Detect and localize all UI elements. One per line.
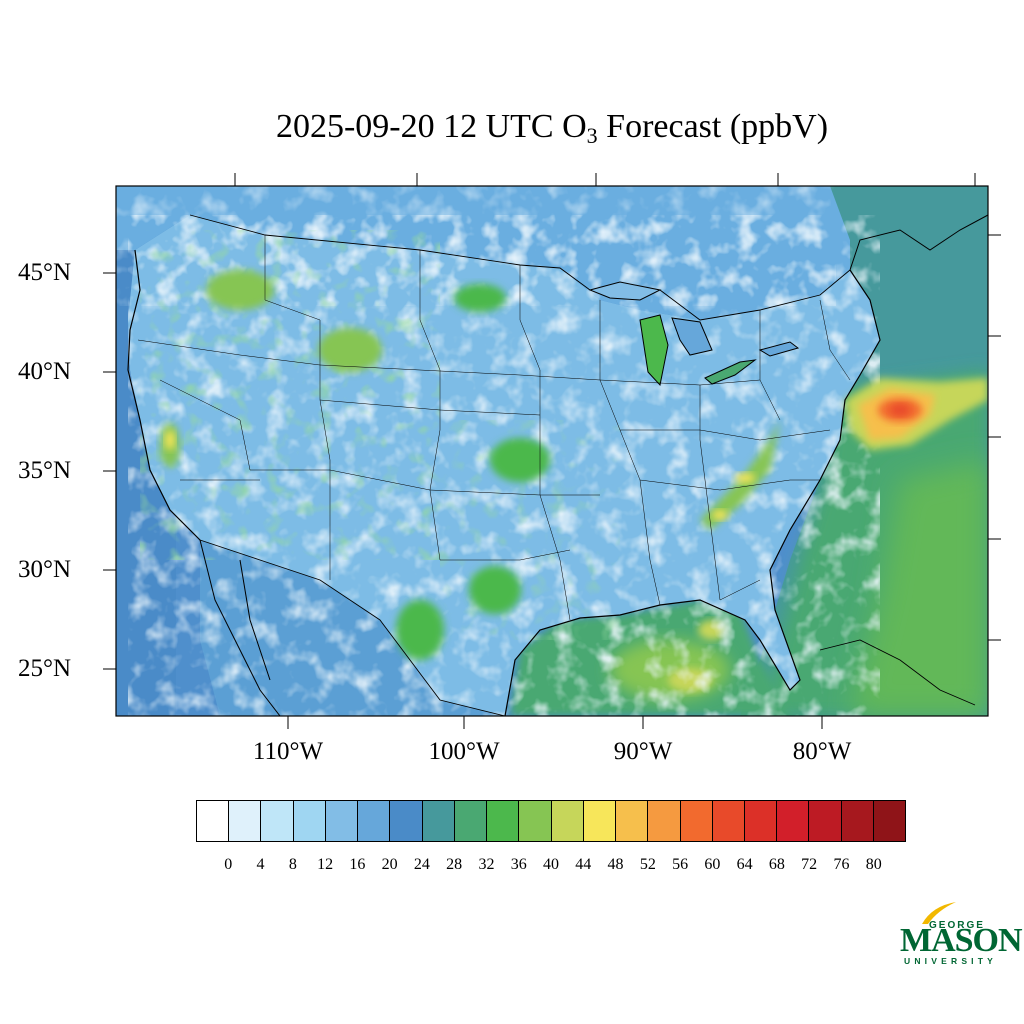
colorbar-tick-label: 60 — [704, 856, 721, 873]
baja-coast — [199, 539, 281, 716]
lon-label-110w: 110°W — [252, 738, 324, 765]
colorbar-tick-label: 8 — [288, 856, 297, 873]
colorbar-tick-label: 36 — [510, 856, 527, 873]
east-gulf-coast — [504, 269, 881, 716]
wyoming-patch — [318, 328, 382, 372]
lake-ontario — [758, 341, 800, 357]
colorbar-swatch — [261, 801, 294, 841]
caribbean-islands — [819, 639, 976, 706]
logo-university: UNIVERSITY — [904, 956, 998, 966]
gulf-yellowgreen-2 — [698, 620, 726, 640]
colorbar-tick-label: 16 — [349, 856, 366, 873]
state-borders — [137, 235, 851, 621]
colorbar-swatch — [873, 801, 906, 841]
colorbar-tick-label: 76 — [833, 856, 850, 873]
colorbar-tick-label: 4 — [256, 856, 265, 873]
kansas-patch — [490, 438, 550, 482]
title-subscript: 3 — [586, 123, 598, 148]
lon-label-80w: 80°W — [792, 738, 852, 765]
atlantic-plume-peak — [890, 404, 910, 416]
colorbar-tick-label: 20 — [381, 856, 398, 873]
colorbar-tick-label: 52 — [639, 856, 656, 873]
colorbar-tick-label: 64 — [736, 856, 753, 873]
colorbar-tick-label: 48 — [607, 856, 624, 873]
colorbar-swatch — [358, 801, 391, 841]
lake-superior — [588, 281, 662, 301]
colorbar-swatch — [648, 801, 681, 841]
colorbar-swatch — [229, 801, 262, 841]
california-hotspot — [165, 430, 175, 450]
lake-erie — [704, 359, 757, 385]
west-green-speckle — [140, 230, 440, 560]
colorbar-swatch — [712, 801, 745, 841]
colorbar-swatch — [551, 801, 584, 841]
gulf-yellowgreen — [668, 668, 712, 692]
lon-label-90w: 90°W — [613, 738, 673, 765]
appalachian-band — [700, 420, 780, 530]
us-mexico-border — [199, 539, 506, 716]
lat-label-35n: 35°N — [18, 457, 72, 484]
colorbar-tick-label: 12 — [317, 856, 334, 873]
lat-ticks — [103, 272, 116, 670]
colorbar-tick-label: 68 — [768, 856, 785, 873]
colorbar-swatch — [390, 801, 423, 841]
west-coast — [127, 249, 201, 541]
colorbar — [196, 800, 906, 842]
gulf-lightgreen — [610, 640, 730, 700]
colorbar-swatch — [487, 801, 520, 841]
colorbar-swatch — [744, 801, 778, 841]
map-title: 2025-09-20 12 UTC O3 Forecast (ppbV) — [0, 108, 1024, 149]
idaho-patch — [206, 270, 274, 310]
lat-label-40n: 40°N — [18, 358, 72, 385]
mexico-patch — [396, 600, 444, 660]
lat-label-25n: 25°N — [18, 655, 72, 682]
colorbar-swatch — [809, 801, 842, 841]
colorbar-tick-label: 44 — [575, 856, 592, 873]
colorbar-swatch — [325, 801, 359, 841]
dakotas-patch — [454, 284, 506, 312]
right-ticks — [988, 234, 1001, 641]
colorbar-swatch — [454, 801, 488, 841]
colorbar-tick-label: 40 — [543, 856, 559, 873]
logo-mason: MASON — [900, 922, 1023, 959]
us-canada-border — [189, 214, 591, 291]
colorbar-tick-label: 24 — [413, 856, 430, 873]
maritime-coast — [849, 214, 988, 271]
colorbar-swatch — [422, 801, 455, 841]
colorbar-swatch — [583, 801, 617, 841]
title-text: 2025-09-20 12 UTC O — [275, 108, 587, 145]
lake-michigan — [639, 314, 669, 387]
colorbar-swatch — [616, 801, 649, 841]
colorbar-tick-label: 72 — [801, 856, 818, 873]
colorbar-tick-label: 28 — [446, 856, 463, 873]
carolina-hotspot — [712, 510, 728, 520]
logo-swoosh-icon — [922, 902, 956, 924]
gmu-logo: GEORGE MASON UNIVERSITY — [898, 898, 1023, 968]
colorbar-swatch — [841, 801, 874, 841]
colorbar-swatch — [519, 801, 552, 841]
texas-patch — [469, 566, 521, 614]
colorbar-tick-label: 56 — [672, 856, 689, 873]
title-suffix: Forecast (ppbV) — [597, 108, 829, 145]
colorbar-swatch — [197, 801, 230, 841]
appalachian-hotspot — [735, 473, 755, 483]
colorbar-tick-label: 80 — [865, 856, 882, 873]
map-field — [116, 186, 988, 716]
lat-label-30n: 30°N — [18, 556, 72, 583]
colorbar-tick-label: 0 — [224, 856, 233, 873]
lake-huron — [671, 317, 713, 356]
gulf-of-california — [239, 559, 271, 681]
logo-george: GEORGE — [929, 920, 985, 931]
colorbar-swatch — [680, 801, 713, 841]
top-ticks — [234, 173, 976, 186]
lat-label-45n: 45°N — [18, 259, 72, 286]
colorbar-tick-label: 32 — [478, 856, 495, 873]
colorbar-swatch — [293, 801, 326, 841]
lon-ticks — [287, 716, 823, 729]
map-frame — [115, 185, 989, 717]
colorbar-swatch — [777, 801, 810, 841]
lon-label-100w: 100°W — [428, 738, 500, 765]
